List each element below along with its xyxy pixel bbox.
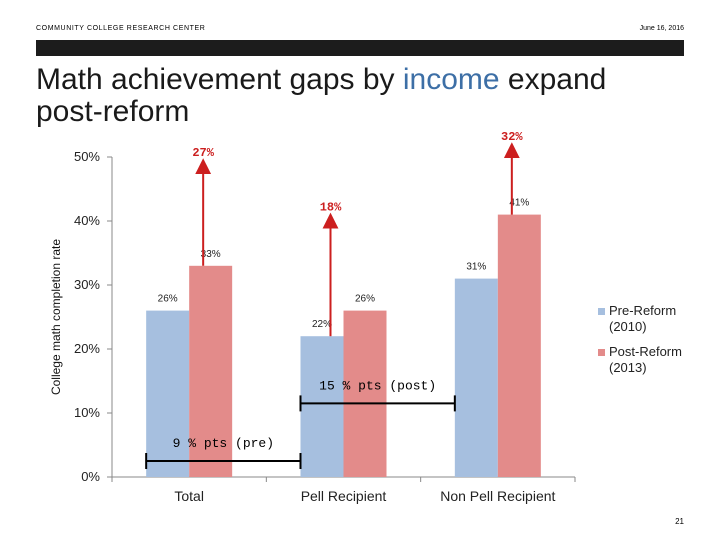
legend-label: Post-Reform <box>609 344 682 359</box>
data-label: 26% <box>355 294 375 305</box>
bar-pre <box>146 310 190 477</box>
legend-label-year: (2010) <box>609 319 647 334</box>
bar-pre <box>300 336 344 477</box>
bar-post <box>497 214 541 477</box>
slide-number: 21 <box>675 517 684 526</box>
y-tick-label: 20% <box>74 341 100 356</box>
data-label: 31% <box>466 262 486 273</box>
data-label: 41% <box>509 198 529 209</box>
category-label: Non Pell Recipient <box>440 488 555 504</box>
presentation-date: June 16, 2016 <box>639 25 684 32</box>
growth-label: 27% <box>192 146 214 160</box>
legend-swatch <box>598 308 605 315</box>
y-tick-label: 50% <box>74 149 100 164</box>
y-tick-label: 30% <box>74 277 100 292</box>
data-label: 26% <box>158 294 178 305</box>
gap-label: 15 % pts (post) <box>319 378 436 393</box>
category-label: Pell Recipient <box>301 488 387 504</box>
y-tick-label: 10% <box>74 405 100 420</box>
data-label: 22% <box>312 319 332 330</box>
y-axis-title: College math completion rate <box>49 239 63 395</box>
title-pre: Math achievement gaps by <box>36 63 403 96</box>
title-post: expand post-reform <box>36 63 607 128</box>
legend-swatch <box>598 349 605 356</box>
page-title: Math achievement gaps by income expand p… <box>36 64 676 128</box>
header-bar <box>36 40 684 56</box>
bar-post <box>343 310 387 477</box>
data-label: 33% <box>201 249 221 260</box>
growth-label: 32% <box>501 130 523 144</box>
bar-pre <box>454 278 498 477</box>
title-highlight: income <box>402 63 500 96</box>
y-tick-label: 0% <box>81 469 100 484</box>
gap-label: 9 % pts (pre) <box>173 436 274 451</box>
legend-label-year: (2013) <box>609 360 647 375</box>
bar-post <box>189 265 233 477</box>
organization-name: COMMUNITY COLLEGE RESEARCH CENTER <box>36 25 206 32</box>
growth-label: 18% <box>320 201 342 215</box>
legend-label: Pre-Reform <box>609 303 676 318</box>
y-tick-label: 40% <box>74 213 100 228</box>
category-label: Total <box>174 488 204 504</box>
